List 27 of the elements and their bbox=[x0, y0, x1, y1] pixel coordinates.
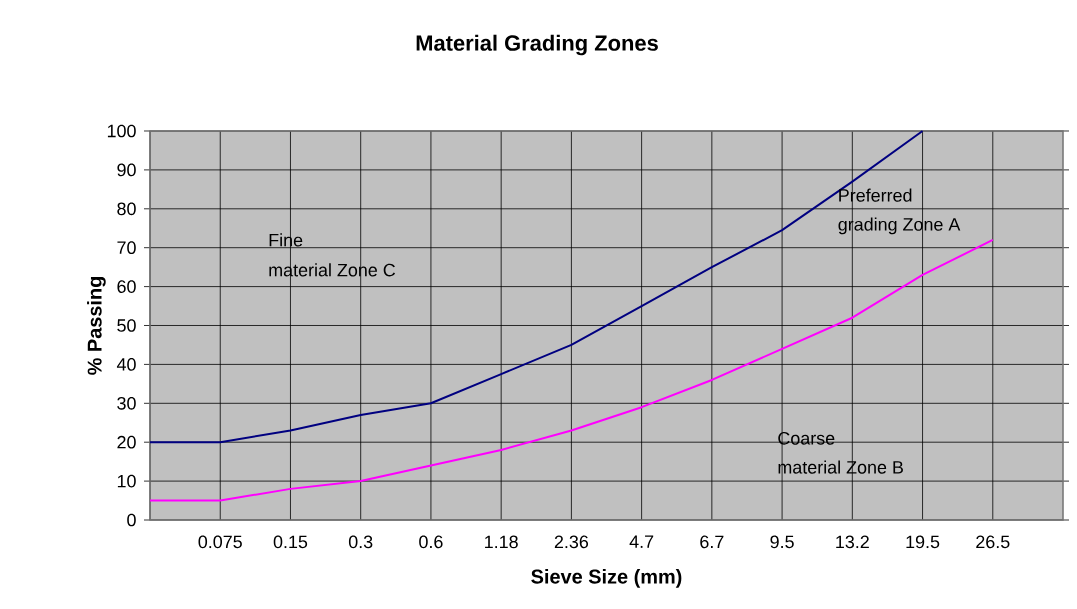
y-axis-title: % Passing bbox=[87, 277, 106, 375]
y-tick-label: 90 bbox=[117, 163, 136, 177]
x-tick-label: 26.5 bbox=[976, 535, 1010, 549]
x-tick-label: 0.15 bbox=[273, 535, 308, 549]
y-tick-label: 60 bbox=[117, 280, 136, 293]
y-tick-label: 80 bbox=[117, 202, 136, 216]
y-tick-label: 50 bbox=[117, 319, 136, 332]
y-tick-label: 10 bbox=[117, 474, 136, 488]
x-tick-label: 4.7 bbox=[629, 535, 654, 548]
y-tick-label: 20 bbox=[117, 435, 136, 449]
y-tick-label: 100 bbox=[107, 124, 136, 138]
y-tick-label: 70 bbox=[117, 241, 136, 255]
y-tick-label: 40 bbox=[116, 358, 136, 371]
x-tick-label: 19.5 bbox=[906, 535, 940, 549]
x-tick-label: 1.18 bbox=[485, 535, 518, 549]
annotation: Coarse bbox=[778, 431, 835, 445]
y-tick-label: 30 bbox=[117, 396, 136, 410]
x-tick-label: 9.5 bbox=[770, 535, 794, 549]
x-tick-label: 0.075 bbox=[198, 535, 242, 549]
y-tick-label: 0 bbox=[127, 513, 136, 527]
x-tick-label: 2.36 bbox=[554, 535, 589, 549]
x-tick-label: 6.7 bbox=[700, 535, 724, 549]
x-axis-title: Sieve Size (mm) bbox=[531, 569, 682, 588]
x-tick-label: 0.3 bbox=[348, 535, 373, 549]
chart-title: Material Grading Zones bbox=[416, 34, 658, 56]
x-tick-label: 13.2 bbox=[836, 535, 869, 549]
x-tick-label: 0.6 bbox=[419, 535, 443, 549]
